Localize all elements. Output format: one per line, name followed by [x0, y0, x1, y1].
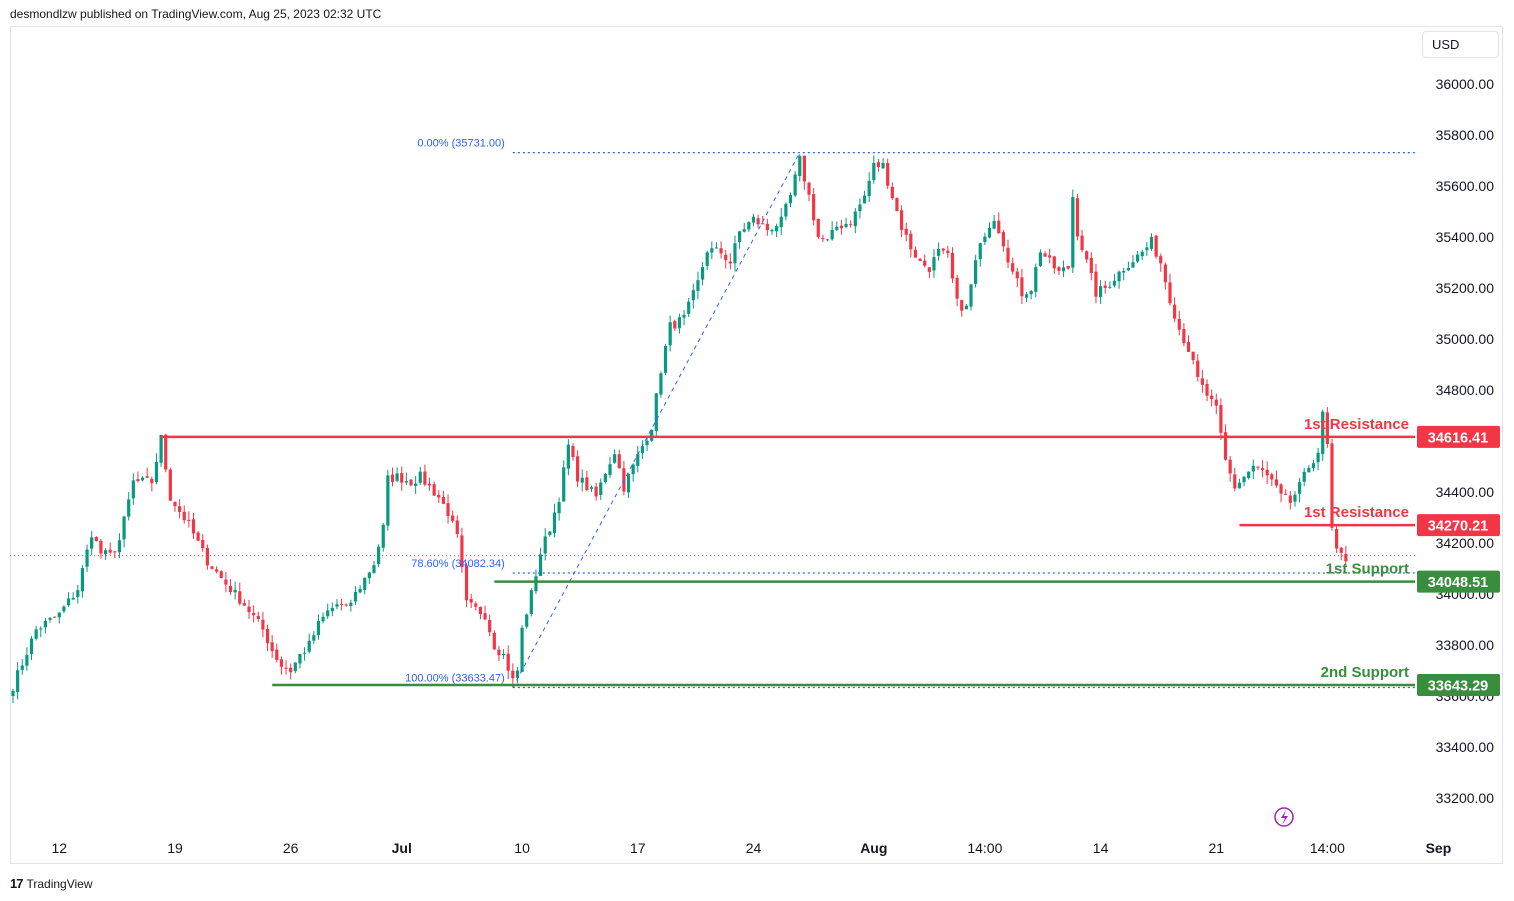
chart-frame — [10, 26, 1503, 864]
tradingview-logo-icon: 17 — [10, 876, 24, 891]
footer-brand[interactable]: TradingView — [26, 876, 93, 891]
footer: 17 TradingView — [10, 876, 93, 891]
currency-selector[interactable]: USD — [1422, 31, 1499, 58]
publish-info: desmondlzw published on TradingView.com,… — [10, 7, 382, 21]
